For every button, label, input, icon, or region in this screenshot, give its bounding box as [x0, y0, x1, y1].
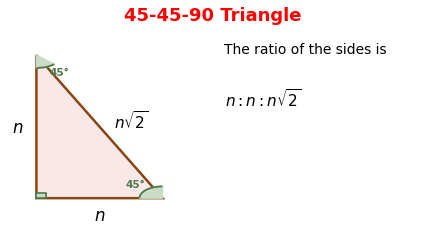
- Text: n: n: [12, 118, 23, 136]
- Text: 45-45-90 Triangle: 45-45-90 Triangle: [124, 7, 302, 25]
- Text: 45°: 45°: [50, 68, 69, 78]
- Polygon shape: [36, 56, 163, 198]
- Polygon shape: [36, 194, 46, 198]
- Text: $n : n : n\sqrt{2}$: $n : n : n\sqrt{2}$: [225, 87, 302, 109]
- Text: n: n: [94, 206, 105, 224]
- Polygon shape: [36, 56, 54, 69]
- Text: $n\sqrt{2}$: $n\sqrt{2}$: [114, 110, 148, 132]
- Text: The ratio of the sides is: The ratio of the sides is: [224, 42, 387, 57]
- Polygon shape: [139, 187, 163, 198]
- Text: 45°: 45°: [125, 180, 145, 190]
